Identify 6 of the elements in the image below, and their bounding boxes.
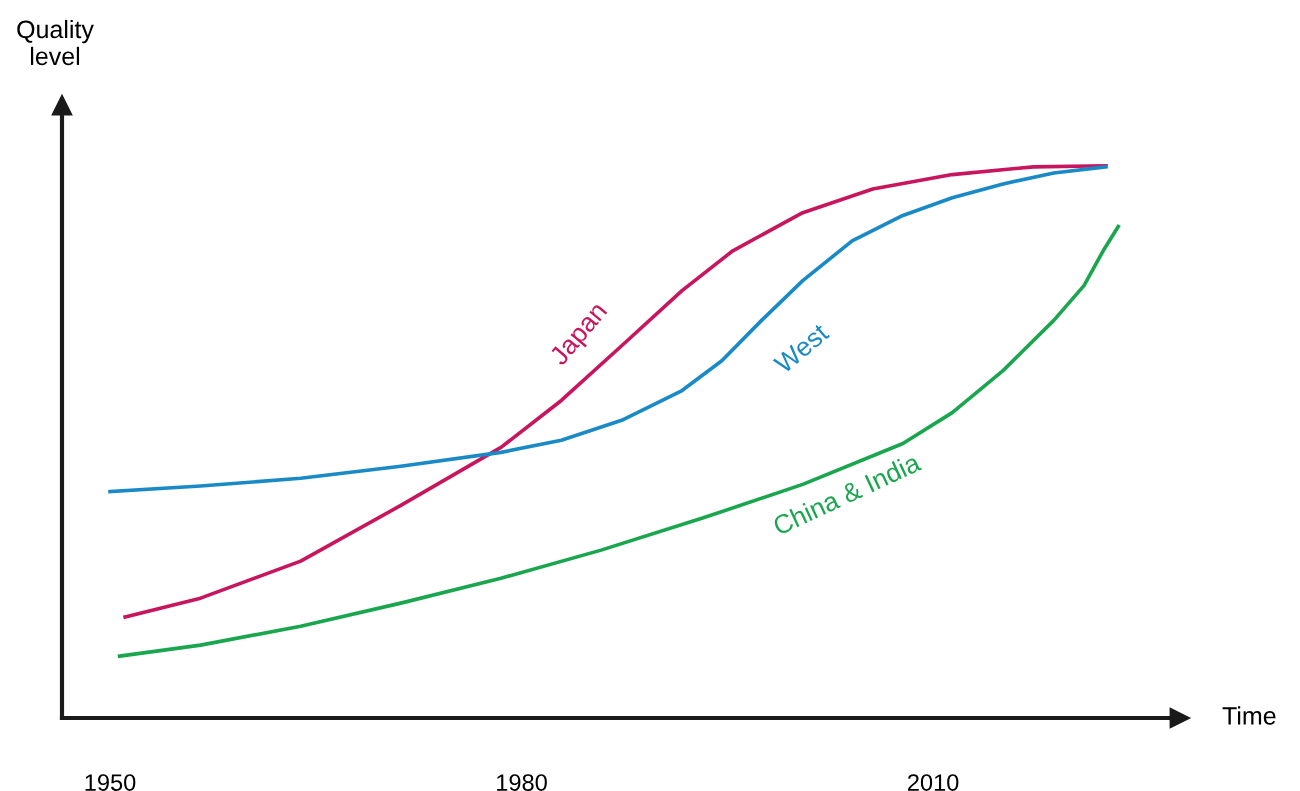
y-axis-title: Quality level — [17, 19, 94, 66]
x-tick-label: 1950 — [85, 774, 136, 791]
x-tick-label: 2010 — [908, 774, 959, 791]
x-tick-label: 1980 — [497, 774, 547, 791]
text: China & India — [771, 451, 923, 536]
x-axis-title: Time — [1222, 706, 1276, 725]
